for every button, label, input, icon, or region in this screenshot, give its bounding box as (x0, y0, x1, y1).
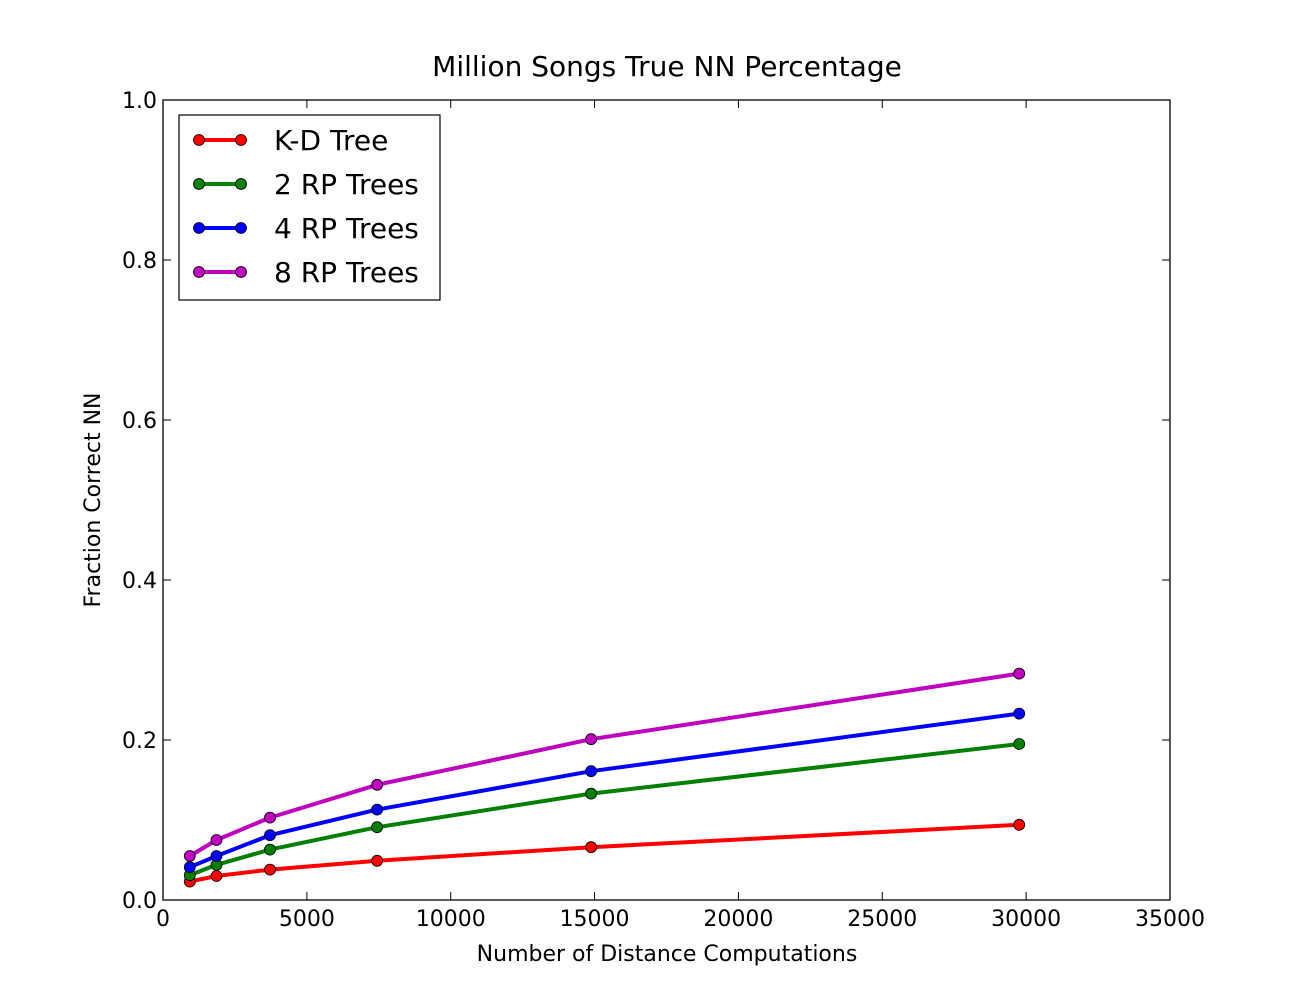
x-tick-label: 10000 (416, 907, 486, 932)
legend-label: 2 RP Trees (274, 168, 419, 201)
legend-box (178, 114, 441, 301)
data-point (585, 841, 597, 854)
legend-label: 4 RP Trees (274, 212, 419, 245)
data-point (183, 861, 196, 874)
legend-marker (235, 134, 247, 146)
data-point (371, 821, 384, 834)
y-tick-label: 1.0 (122, 89, 157, 114)
legend-marker (235, 222, 247, 234)
plot-frame (162, 99, 1171, 901)
x-tick-label: 20000 (703, 907, 773, 932)
data-point (264, 811, 276, 824)
data-point (1013, 667, 1026, 680)
x-tick-label: 15000 (560, 907, 630, 932)
legend-label: 8 RP Trees (274, 256, 419, 289)
data-point (1013, 818, 1026, 831)
x-tick-label: 5000 (279, 907, 335, 932)
legend-marker (235, 266, 247, 278)
plot-area (183, 667, 1026, 888)
legend: K-D Tree 2 RP Trees 4 RP Trees 8 RP Trees (178, 114, 441, 301)
x-tick-label: 25000 (847, 907, 917, 932)
data-point (264, 829, 276, 842)
x-axis-title: Number of Distance Computations (477, 942, 858, 967)
data-point (585, 733, 597, 746)
data-point (585, 765, 597, 778)
data-point (210, 870, 223, 882)
data-point (264, 863, 276, 876)
data-point (371, 854, 384, 867)
y-axis-title: Fraction Correct NN (81, 392, 106, 607)
data-point (264, 843, 276, 856)
series-line-0 (189, 822, 1020, 884)
data-point (371, 803, 384, 816)
data-point (210, 850, 223, 862)
y-tick-label: 0.2 (122, 729, 157, 754)
data-point (371, 778, 384, 791)
y-tick-label: 0.0 (122, 889, 157, 914)
data-point (585, 787, 597, 800)
y-tick-label: 0.4 (122, 569, 157, 594)
x-tick-label: 30000 (991, 907, 1061, 932)
legend-label: K-D Tree (274, 124, 388, 157)
legend-marker (193, 266, 205, 278)
axis-ticks: 0 5000 10000 15000 20000 25000 30000 35000 0.0 0.… (122, 89, 1205, 932)
y-tick-label: 0.8 (122, 249, 157, 274)
data-point (1013, 738, 1026, 750)
series-line-3 (188, 671, 1020, 858)
legend-marker (193, 222, 205, 234)
data-point (1013, 707, 1026, 720)
legend-marker (193, 134, 205, 146)
legend-marker (193, 178, 205, 190)
legend-marker (235, 178, 247, 190)
data-point (183, 850, 196, 862)
chart-title: Million Songs True NN Percentage (432, 50, 902, 83)
data-point (210, 834, 223, 846)
series-line-1 (189, 742, 1020, 878)
x-tick-label: 35000 (1135, 907, 1205, 932)
y-tick-label: 0.6 (122, 409, 157, 434)
x-tick-label: 0 (156, 907, 170, 932)
